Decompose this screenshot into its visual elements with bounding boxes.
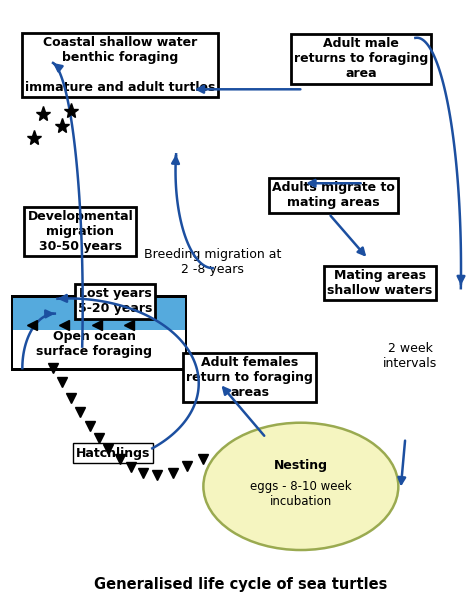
Text: Open ocean
surface foraging: Open ocean surface foraging — [36, 330, 152, 358]
Text: Generalised life cycle of sea turtles: Generalised life cycle of sea turtles — [94, 577, 387, 593]
Text: 2 week
intervals: 2 week intervals — [383, 342, 437, 370]
Text: Coastal shallow water
benthic foraging

immature and adult turtles: Coastal shallow water benthic foraging i… — [25, 36, 215, 94]
Text: Breeding migration at
2 -8 years: Breeding migration at 2 -8 years — [144, 248, 282, 276]
Text: Adults migrate to
mating areas: Adults migrate to mating areas — [272, 181, 395, 209]
FancyBboxPatch shape — [13, 298, 185, 330]
FancyBboxPatch shape — [13, 330, 185, 368]
Text: Nesting: Nesting — [274, 459, 328, 471]
Text: Hatchlings: Hatchlings — [76, 446, 150, 460]
Text: Developmental
migration
30-50 years: Developmental migration 30-50 years — [27, 210, 133, 253]
Text: Mating areas
shallow waters: Mating areas shallow waters — [327, 269, 432, 297]
Text: eggs - 8-10 week
incubation: eggs - 8-10 week incubation — [250, 480, 352, 508]
Text: Adult females
return to foraging
areas: Adult females return to foraging areas — [186, 356, 313, 399]
Ellipse shape — [203, 423, 398, 550]
Text: Lost years
5-20 years: Lost years 5-20 years — [78, 287, 152, 315]
FancyBboxPatch shape — [11, 295, 187, 371]
Text: Adult male
returns to foraging
area: Adult male returns to foraging area — [294, 38, 428, 80]
